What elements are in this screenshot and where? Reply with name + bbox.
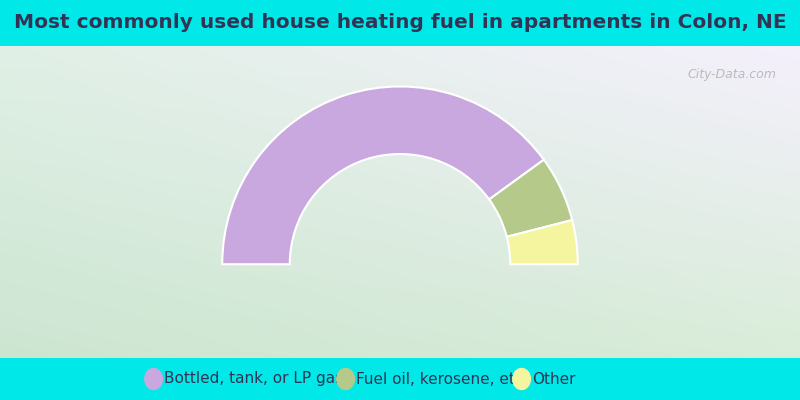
Text: Other: Other	[532, 372, 575, 386]
Wedge shape	[506, 220, 578, 264]
Ellipse shape	[513, 368, 530, 390]
Text: Most commonly used house heating fuel in apartments in Colon, NE: Most commonly used house heating fuel in…	[14, 12, 786, 32]
Wedge shape	[489, 160, 572, 237]
Wedge shape	[222, 86, 544, 264]
Text: Bottled, tank, or LP gas: Bottled, tank, or LP gas	[164, 372, 343, 386]
Text: City-Data.com: City-Data.com	[687, 68, 776, 81]
Ellipse shape	[145, 368, 162, 390]
Ellipse shape	[337, 368, 354, 390]
Text: Fuel oil, kerosene, etc.: Fuel oil, kerosene, etc.	[356, 372, 528, 386]
